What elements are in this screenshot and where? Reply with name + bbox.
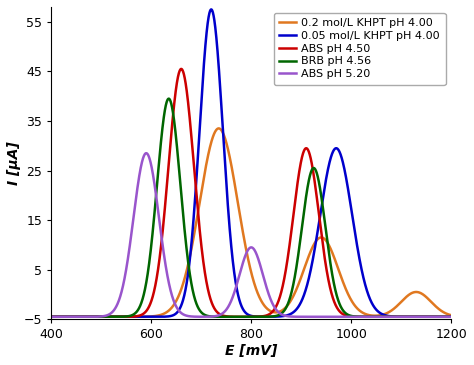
BRB pH 4.56 (448, 315, 454, 319)
0.05 mol/L KHPT pH 4.00 (441, 315, 447, 319)
ABS pH 4.50 (219, 313, 225, 318)
0.05 mol/L KHPT pH 4.00 (448, 315, 454, 319)
BRB pH 4.56 (219, 315, 225, 319)
Line: ABS pH 4.50: ABS pH 4.50 (51, 69, 451, 317)
ABS pH 4.50 (94, 315, 100, 319)
0.05 mol/L KHPT pH 4.00 (219, 115, 225, 119)
0.05 mol/L KHPT pH 4.00 (94, 315, 100, 319)
ABS pH 4.50 (48, 315, 54, 319)
Line: 0.05 mol/L KHPT pH 4.00: 0.05 mol/L KHPT pH 4.00 (51, 9, 451, 317)
ABS pH 5.20 (118, 293, 123, 297)
ABS pH 4.50 (118, 315, 123, 319)
0.2 mol/L KHPT pH 4.00 (216, 126, 221, 131)
ABS pH 5.20 (202, 315, 208, 319)
X-axis label: E [mV]: E [mV] (225, 344, 277, 358)
ABS pH 5.20 (441, 315, 447, 319)
ABS pH 5.20 (219, 311, 225, 316)
0.05 mol/L KHPT pH 4.00 (118, 315, 123, 319)
0.2 mol/L KHPT pH 4.00 (118, 315, 123, 319)
ABS pH 5.20 (48, 315, 54, 319)
0.05 mol/L KHPT pH 4.00 (398, 315, 403, 319)
ABS pH 5.20 (350, 315, 356, 319)
0.05 mol/L KHPT pH 4.00 (48, 315, 54, 319)
0.2 mol/L KHPT pH 4.00 (441, 310, 447, 314)
Legend: 0.2 mol/L KHPT pH 4.00, 0.05 mol/L KHPT pH 4.00, ABS pH 4.50, BRB pH 4.56, ABS p: 0.2 mol/L KHPT pH 4.00, 0.05 mol/L KHPT … (273, 12, 446, 85)
ABS pH 5.20 (398, 315, 403, 319)
0.2 mol/L KHPT pH 4.00 (202, 171, 208, 176)
BRB pH 4.56 (441, 315, 447, 319)
BRB pH 4.56 (166, 96, 172, 101)
Line: 0.2 mol/L KHPT pH 4.00: 0.2 mol/L KHPT pH 4.00 (51, 128, 451, 317)
ABS pH 4.50 (398, 315, 403, 319)
0.2 mol/L KHPT pH 4.00 (448, 313, 454, 318)
ABS pH 5.20 (94, 315, 100, 319)
0.05 mol/L KHPT pH 4.00 (202, 53, 208, 57)
0.2 mol/L KHPT pH 4.00 (219, 129, 225, 134)
ABS pH 4.50 (178, 67, 184, 71)
BRB pH 4.56 (94, 315, 100, 319)
BRB pH 4.56 (202, 313, 208, 317)
BRB pH 4.56 (48, 315, 54, 319)
ABS pH 5.20 (143, 151, 149, 155)
Y-axis label: I [μA]: I [μA] (7, 141, 21, 185)
0.05 mol/L KHPT pH 4.00 (209, 7, 214, 12)
ABS pH 4.50 (441, 315, 447, 319)
BRB pH 4.56 (398, 315, 403, 319)
Line: ABS pH 5.20: ABS pH 5.20 (51, 153, 451, 317)
ABS pH 5.20 (448, 315, 454, 319)
0.2 mol/L KHPT pH 4.00 (48, 315, 54, 319)
Line: BRB pH 4.56: BRB pH 4.56 (51, 99, 451, 317)
ABS pH 4.50 (202, 269, 208, 274)
ABS pH 4.50 (448, 315, 454, 319)
0.2 mol/L KHPT pH 4.00 (398, 300, 403, 305)
BRB pH 4.56 (118, 315, 123, 319)
0.2 mol/L KHPT pH 4.00 (94, 315, 100, 319)
